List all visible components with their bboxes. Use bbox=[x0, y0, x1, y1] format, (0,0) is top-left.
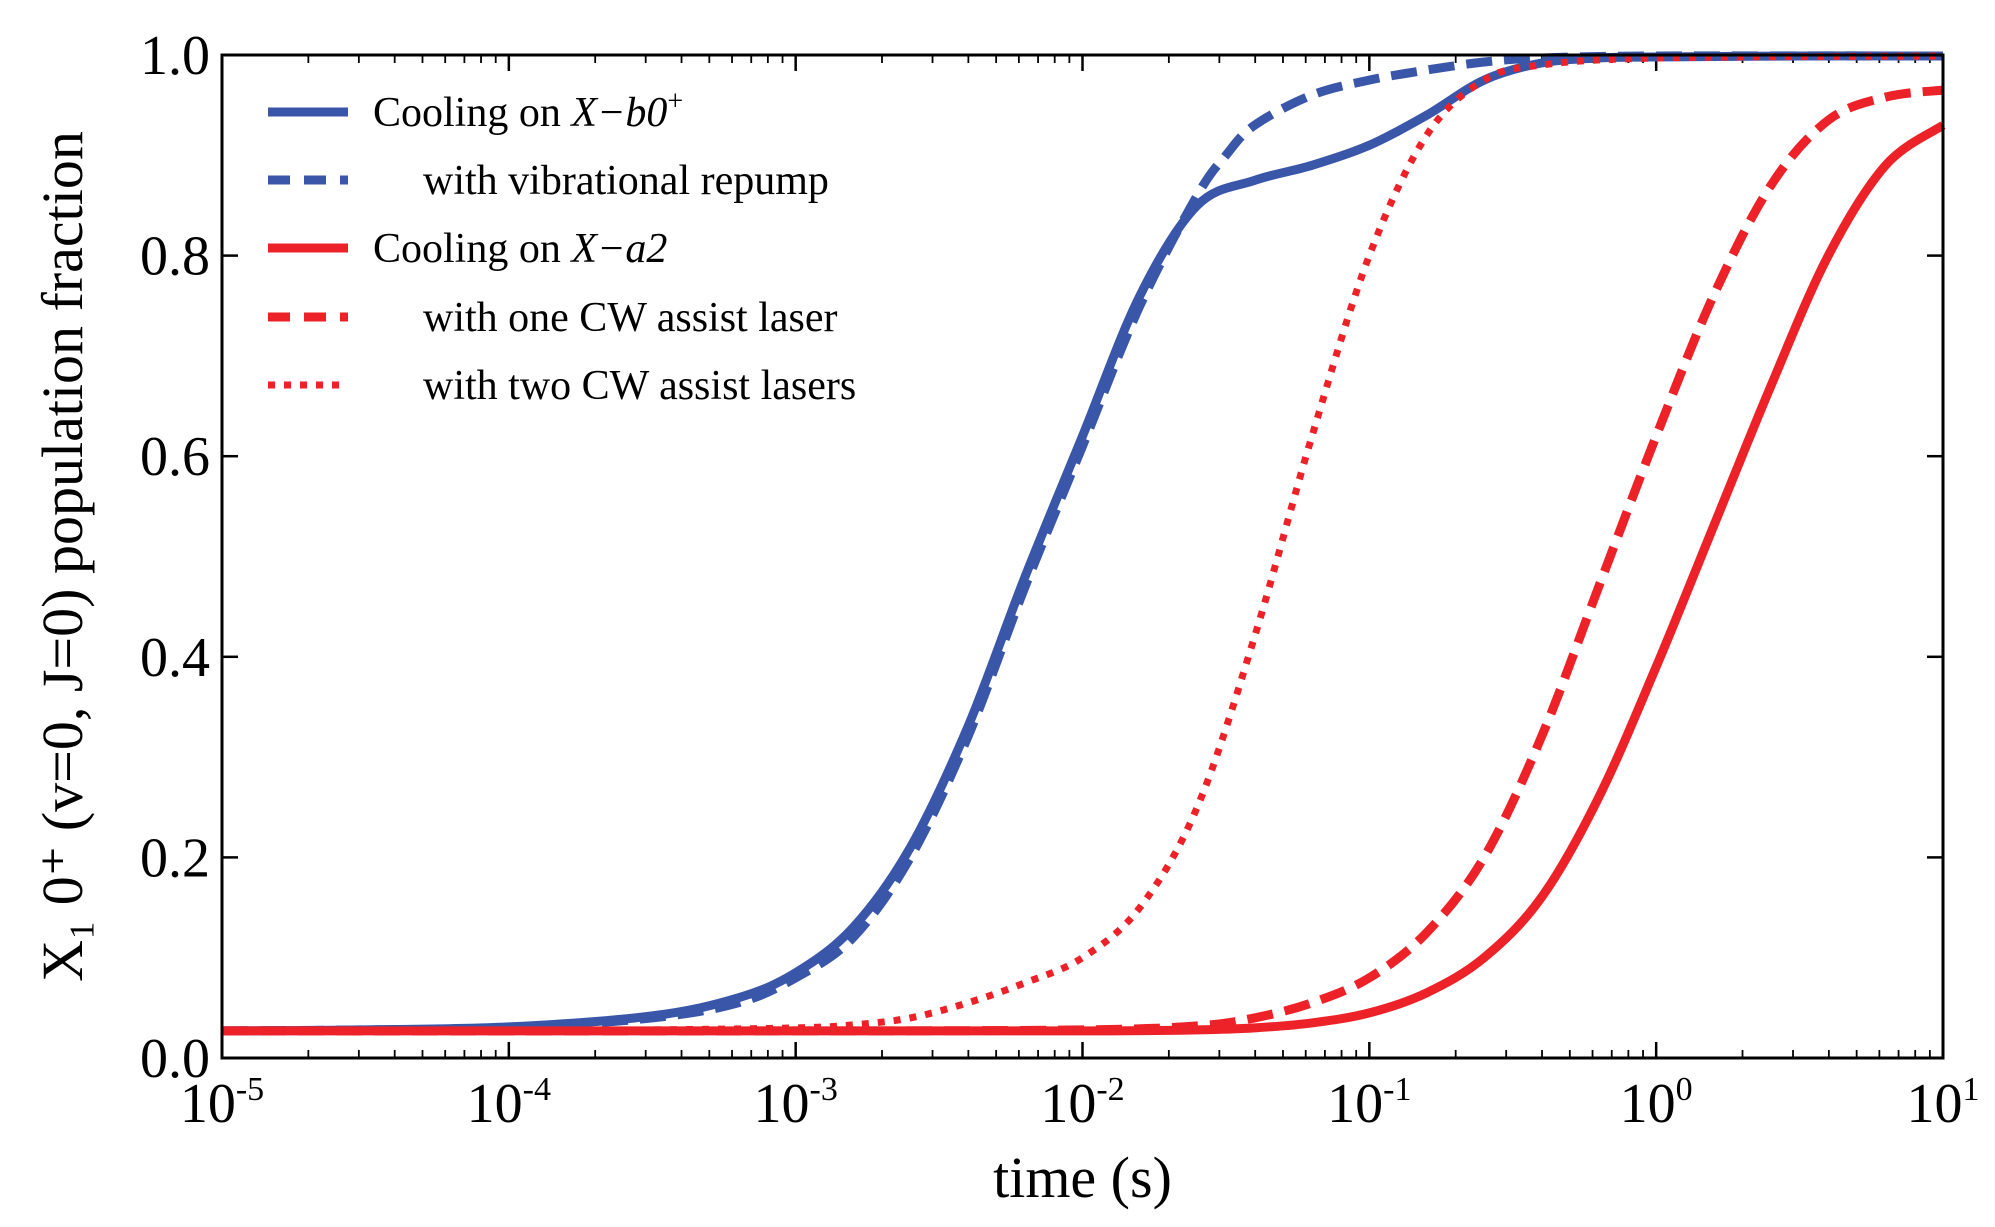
legend-label-1: with vibrational repump bbox=[423, 158, 829, 204]
x-tick-label: 10-1 bbox=[1327, 1071, 1411, 1135]
y-tick-label: 0.0 bbox=[140, 1028, 210, 1090]
x-tick-exponent: 1 bbox=[1963, 1071, 1980, 1108]
x-tick-base: 10 bbox=[180, 1073, 236, 1135]
x-tick-label: 10-3 bbox=[754, 1071, 838, 1135]
x-tick-exponent: -4 bbox=[523, 1071, 551, 1108]
x-tick-label: 100 bbox=[1620, 1071, 1693, 1135]
x-tick-label: 10-4 bbox=[467, 1071, 551, 1135]
x-tick-label: 10-5 bbox=[180, 1071, 264, 1135]
legend-label-4: with two CW assist lasers bbox=[423, 363, 856, 409]
y-tick-label: 0.6 bbox=[140, 426, 210, 488]
x-tick-label: 101 bbox=[1907, 1071, 1980, 1135]
legend-label-0: Cooling on X−b0+ bbox=[373, 86, 683, 136]
legend-label-3: with one CW assist laser bbox=[423, 295, 838, 341]
x-tick-exponent: -1 bbox=[1383, 1071, 1411, 1108]
x-tick-base: 10 bbox=[1327, 1073, 1383, 1135]
ticks-layer: 10-5 10-4 10-3 10-2 10-1 100 1010.00.20.40.60.… bbox=[140, 25, 1980, 1135]
x-tick-exponent: -3 bbox=[810, 1071, 838, 1108]
x-tick-base: 10 bbox=[1620, 1073, 1676, 1135]
legend-label-2: Cooling on X−a2 bbox=[373, 226, 667, 272]
legend-superscript: + bbox=[667, 86, 683, 117]
series-line-1 bbox=[221, 51, 1944, 1036]
legend-text: Cooling on bbox=[373, 226, 571, 272]
x-tick-base: 10 bbox=[754, 1073, 810, 1135]
legend-math: X−b0 bbox=[569, 90, 667, 136]
legend-text: with two CW assist lasers bbox=[423, 363, 856, 409]
y-tick-label: 0.8 bbox=[140, 226, 210, 288]
y-tick-label: 1.0 bbox=[140, 25, 210, 87]
y-axis-label: X₁ 0⁺ (v=0, J=0) population fraction bbox=[30, 131, 95, 982]
x-tick-exponent: -2 bbox=[1096, 1071, 1124, 1108]
series-line-2 bbox=[221, 121, 1946, 1036]
legend-math: X−a2 bbox=[569, 226, 667, 272]
x-tick-base: 10 bbox=[1040, 1073, 1096, 1135]
plot-frame bbox=[220, 53, 1945, 1060]
series-layer bbox=[221, 51, 1946, 1036]
x-tick-base: 10 bbox=[1907, 1073, 1963, 1135]
y-tick-label: 0.2 bbox=[140, 827, 210, 889]
series-line-3 bbox=[221, 85, 1944, 1036]
x-tick-exponent: 0 bbox=[1676, 1071, 1693, 1108]
x-tick-exponent: -5 bbox=[236, 1071, 264, 1108]
legend-text: with one CW assist laser bbox=[423, 295, 838, 341]
series-line-4 bbox=[221, 52, 1944, 1035]
legend-text: Cooling on bbox=[373, 90, 571, 136]
x-tick-label: 10-2 bbox=[1040, 1071, 1124, 1135]
x-tick-base: 10 bbox=[467, 1073, 523, 1135]
legend: Cooling on X−b0+ with vibrational repump C… bbox=[268, 86, 856, 409]
y-tick-label: 0.4 bbox=[140, 627, 210, 689]
x-axis-label: time (s) bbox=[993, 1145, 1172, 1210]
legend-text: with vibrational repump bbox=[423, 158, 829, 204]
